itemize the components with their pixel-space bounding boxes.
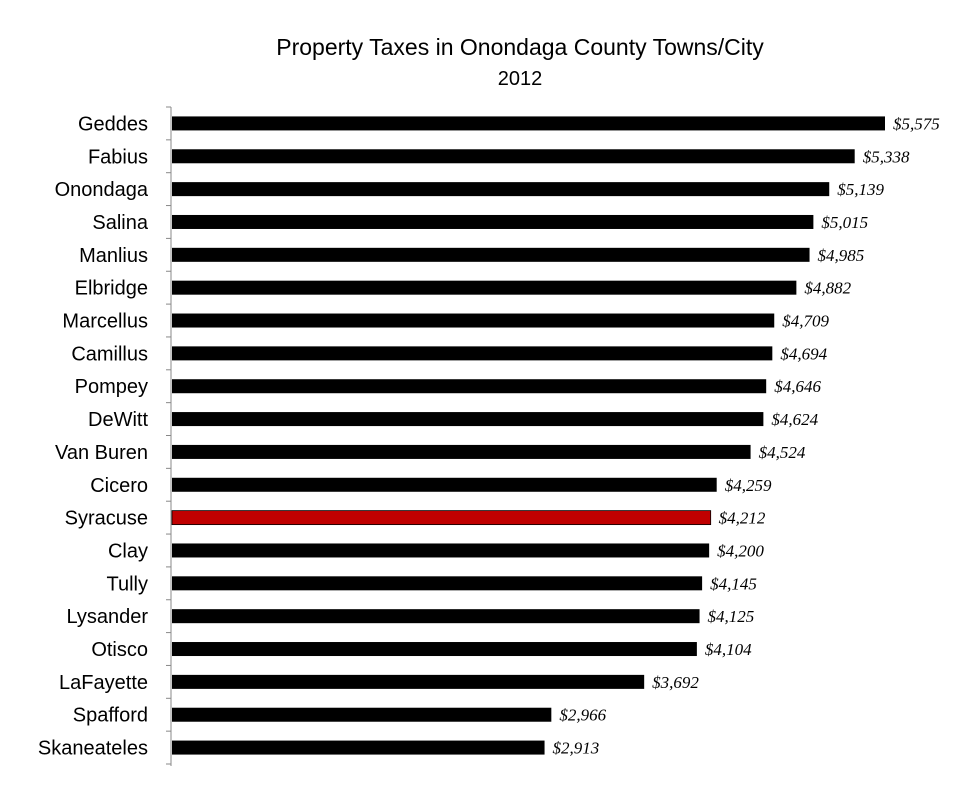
data-label: $4,145 (710, 574, 757, 593)
data-label: $5,139 (837, 180, 884, 199)
bar-fabius (172, 149, 855, 164)
bar-clay (172, 543, 710, 558)
data-label: $2,966 (559, 706, 606, 725)
data-label: $4,882 (804, 279, 851, 298)
category-label: Cicero (90, 475, 148, 497)
bar-skaneateles (172, 740, 545, 755)
category-label: Syracuse (65, 508, 148, 530)
category-label: Onondaga (55, 179, 149, 201)
chart-subtitle: 2012 (498, 68, 543, 90)
data-label: $4,524 (759, 443, 806, 462)
data-label: $4,200 (717, 541, 764, 560)
category-label: Lysander (66, 606, 148, 628)
data-label: $4,985 (818, 246, 865, 265)
data-label: $5,575 (893, 114, 940, 133)
bar-lafayette (172, 674, 645, 689)
category-label: Fabius (88, 146, 148, 168)
plot-area: Geddes $5,575 Fabius $5,338 Onondaga $5,139 Sa… (38, 106, 940, 766)
category-label: Pompey (75, 376, 148, 398)
bar-onondaga (172, 182, 830, 197)
category-label: Spafford (73, 705, 148, 727)
chart-title: Property Taxes in Onondaga County Towns/… (276, 34, 764, 60)
data-label: $4,694 (780, 344, 827, 363)
bar-cicero (172, 477, 717, 492)
bar-camillus (172, 346, 773, 361)
category-label: Otisco (91, 639, 148, 661)
data-label: $4,624 (771, 410, 818, 429)
bar-tully (172, 576, 703, 591)
bar-dewitt (172, 412, 764, 427)
category-label: Manlius (79, 245, 148, 267)
category-label: Skaneateles (38, 738, 148, 760)
bar-pompey (172, 379, 767, 394)
data-label: $3,692 (652, 673, 699, 692)
bar-spafford (172, 707, 552, 722)
category-label: Van Buren (55, 442, 148, 464)
data-label: $4,212 (719, 509, 766, 528)
bar-salina (172, 214, 814, 229)
category-label: Geddes (78, 113, 148, 135)
data-label: $4,104 (705, 640, 752, 659)
category-label: Salina (92, 212, 148, 234)
category-label: LaFayette (59, 672, 148, 694)
bar-manlius (172, 247, 810, 262)
bar-otisco (172, 642, 697, 657)
data-label: $4,259 (725, 476, 772, 495)
data-label: $5,015 (821, 213, 868, 232)
category-label: Tully (107, 573, 148, 595)
category-label: Clay (108, 540, 148, 562)
category-label: Marcellus (62, 311, 148, 333)
data-label: $4,125 (708, 607, 755, 626)
data-label: $4,646 (774, 377, 821, 396)
data-label: $2,913 (553, 739, 600, 758)
bar-elbridge (172, 280, 797, 295)
category-label: Elbridge (75, 278, 148, 300)
data-label: $5,338 (863, 147, 910, 166)
bar-van-buren (172, 444, 751, 459)
bar-geddes (172, 116, 885, 131)
bar-syracuse (171, 510, 712, 526)
category-label: DeWitt (88, 409, 148, 431)
bar-marcellus (172, 313, 775, 328)
category-label: Camillus (71, 343, 148, 365)
data-label: $4,709 (782, 312, 829, 331)
bar-lysander (172, 609, 700, 624)
